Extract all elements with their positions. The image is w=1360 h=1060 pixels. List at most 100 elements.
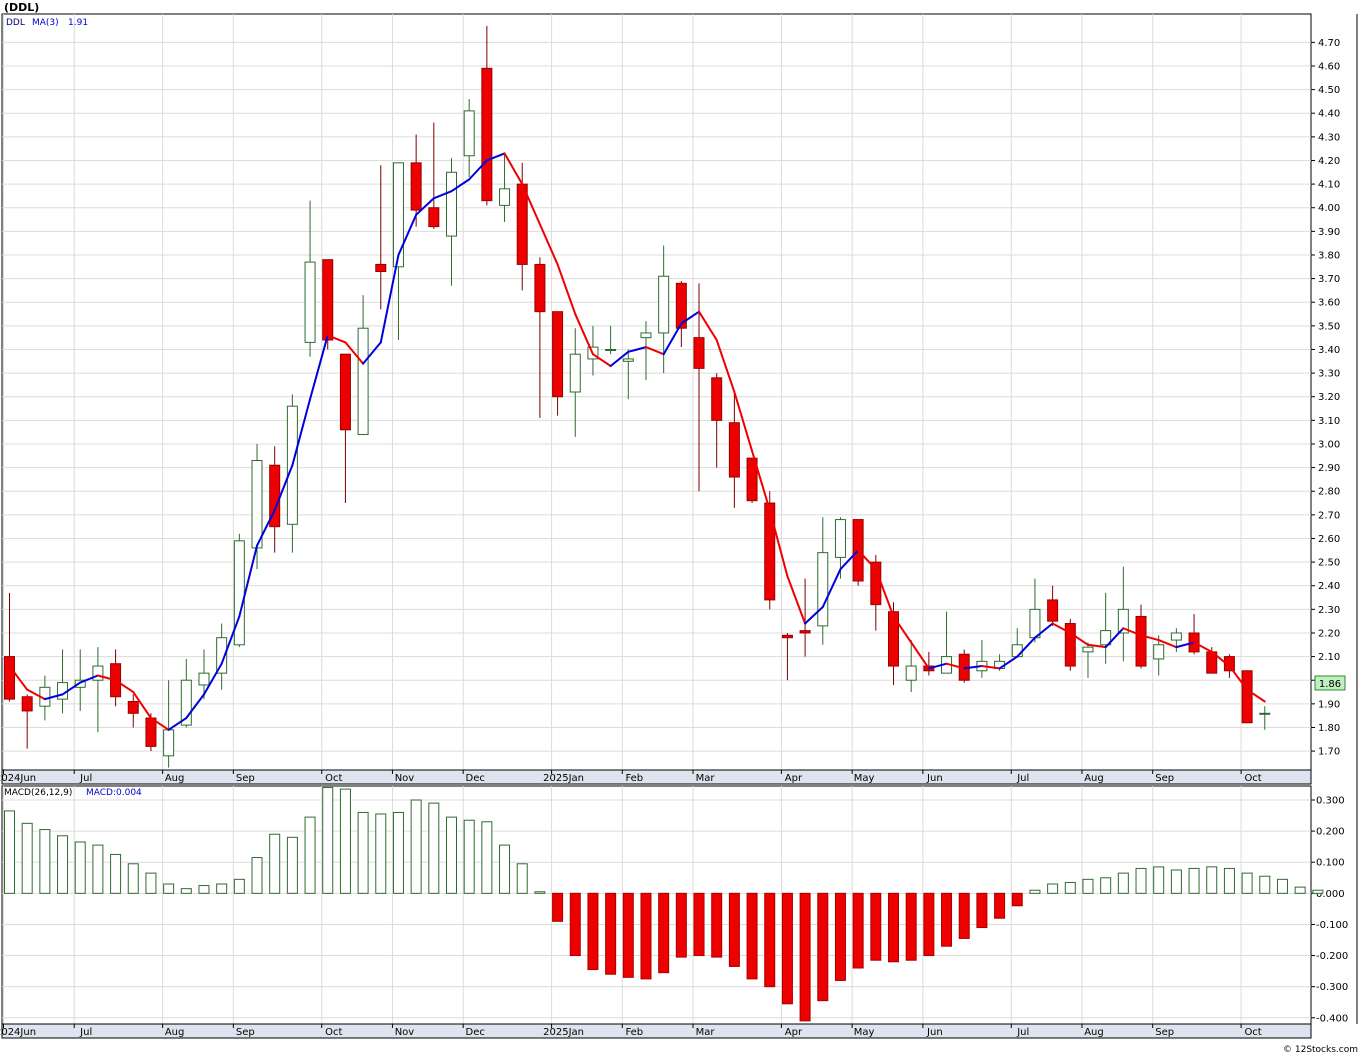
candle-body	[781, 634, 793, 639]
macd-x-tick-label: Aug	[1084, 1027, 1104, 1038]
macd-bar	[375, 813, 387, 894]
macd-bar	[605, 892, 617, 975]
ma3-segment	[521, 183, 541, 226]
ma3-segment	[362, 341, 382, 365]
candle	[622, 349, 634, 400]
price-tick-label: 4.70	[1318, 38, 1340, 49]
ma3-segment	[874, 568, 895, 618]
price-tick-label: 2.90	[1318, 463, 1340, 474]
macd-bar	[764, 892, 776, 988]
ma3-segment	[485, 152, 506, 162]
macd-bar	[693, 892, 705, 957]
ma3-segment	[892, 615, 913, 644]
ma3-segment	[1104, 627, 1125, 649]
macd-x-tick-label: Sep	[236, 1027, 255, 1038]
candle	[216, 623, 228, 690]
candle	[640, 321, 652, 381]
macd-bar	[640, 892, 652, 980]
ma3-segment	[751, 450, 771, 512]
candle	[392, 162, 404, 341]
ma3-segment	[202, 662, 223, 696]
macd-bar	[870, 892, 882, 961]
ma3-segment	[1033, 622, 1054, 639]
candle-body	[746, 457, 758, 502]
price-tick-label: 4.00	[1318, 203, 1340, 214]
macd-bar	[357, 811, 369, 894]
candle	[1047, 585, 1059, 626]
macd-x-tick-label: 2024Jun	[0, 1027, 36, 1038]
candle-body	[1153, 644, 1165, 660]
candle	[711, 373, 723, 468]
x-tick-label: Jul	[79, 773, 92, 784]
candle	[817, 517, 829, 645]
candle-body	[1029, 608, 1041, 639]
ma3-segment	[1157, 639, 1178, 649]
price-tick-label: 3.50	[1318, 321, 1340, 332]
ma3-segment	[1069, 631, 1089, 646]
macd-bar	[1047, 883, 1059, 894]
ma3-segment	[786, 575, 807, 625]
candle-body	[1170, 632, 1182, 641]
macd-bar	[675, 892, 687, 958]
x-tick-label: Dec	[466, 773, 485, 784]
candle-body	[1047, 599, 1059, 622]
candle-body	[693, 337, 705, 369]
candle-body	[198, 672, 210, 686]
price-tick-label: 2.50	[1318, 558, 1340, 569]
macd-bar	[198, 885, 210, 894]
macd-bar	[481, 821, 493, 894]
ma3-segment	[1016, 636, 1036, 658]
price-tick-label: 1.80	[1318, 723, 1340, 734]
price-tick-label: 4.30	[1318, 132, 1340, 143]
price-tick-label: 2.10	[1318, 652, 1340, 663]
candle-body	[552, 311, 564, 398]
candle	[605, 325, 617, 355]
candle	[534, 257, 546, 418]
symbol-title: (DDL)	[4, 1, 39, 14]
candle	[357, 295, 369, 436]
candle-body	[640, 332, 652, 339]
ma3-segment	[715, 339, 736, 393]
price-tick-label: 3.10	[1318, 416, 1340, 427]
candle-body	[1259, 712, 1271, 715]
macd-bar	[516, 863, 528, 894]
ma3-segment	[96, 674, 117, 682]
ma3-segment	[344, 341, 365, 365]
candle	[92, 647, 104, 733]
macd-bar	[799, 892, 811, 1022]
ma3-segment	[415, 197, 435, 216]
macd-bar	[286, 836, 298, 894]
candle-body	[1135, 615, 1147, 667]
candle-body	[905, 665, 917, 681]
candle-body	[446, 171, 457, 237]
candle-body	[216, 637, 228, 674]
candle	[463, 99, 475, 178]
candle	[1064, 618, 1076, 671]
ma3-segment	[574, 313, 594, 356]
x-tick-label: Aug	[165, 773, 185, 784]
macd-tick-label: -0.400	[1316, 1013, 1348, 1024]
candle	[4, 592, 15, 702]
macd-tick-label: -0.100	[1316, 920, 1348, 931]
ma3-segment	[1122, 627, 1143, 637]
macd-bar	[1100, 877, 1112, 894]
price-tick-label: 1.90	[1318, 699, 1340, 710]
x-tick-label: Nov	[395, 773, 415, 784]
candle	[1100, 592, 1112, 664]
ma3-segment	[998, 655, 1019, 670]
candle-body	[605, 348, 617, 351]
ma3-segment	[644, 346, 665, 356]
macd-tick-label: 0.200	[1316, 827, 1345, 838]
macd-x-tick-label: Jul	[79, 1027, 92, 1038]
macd-x-tick-label: Apr	[785, 1027, 803, 1038]
price-tick-label: 2.60	[1318, 534, 1340, 545]
macd-bar	[446, 816, 457, 894]
ma3-segment	[185, 693, 205, 720]
last-price-label: 1.86	[1319, 679, 1341, 690]
candle	[693, 283, 705, 492]
macd-x-tick-label: Oct	[1244, 1027, 1261, 1038]
macd-x-tick-label: Jun	[926, 1027, 943, 1038]
candle	[339, 353, 351, 504]
macd-bar	[534, 891, 546, 894]
